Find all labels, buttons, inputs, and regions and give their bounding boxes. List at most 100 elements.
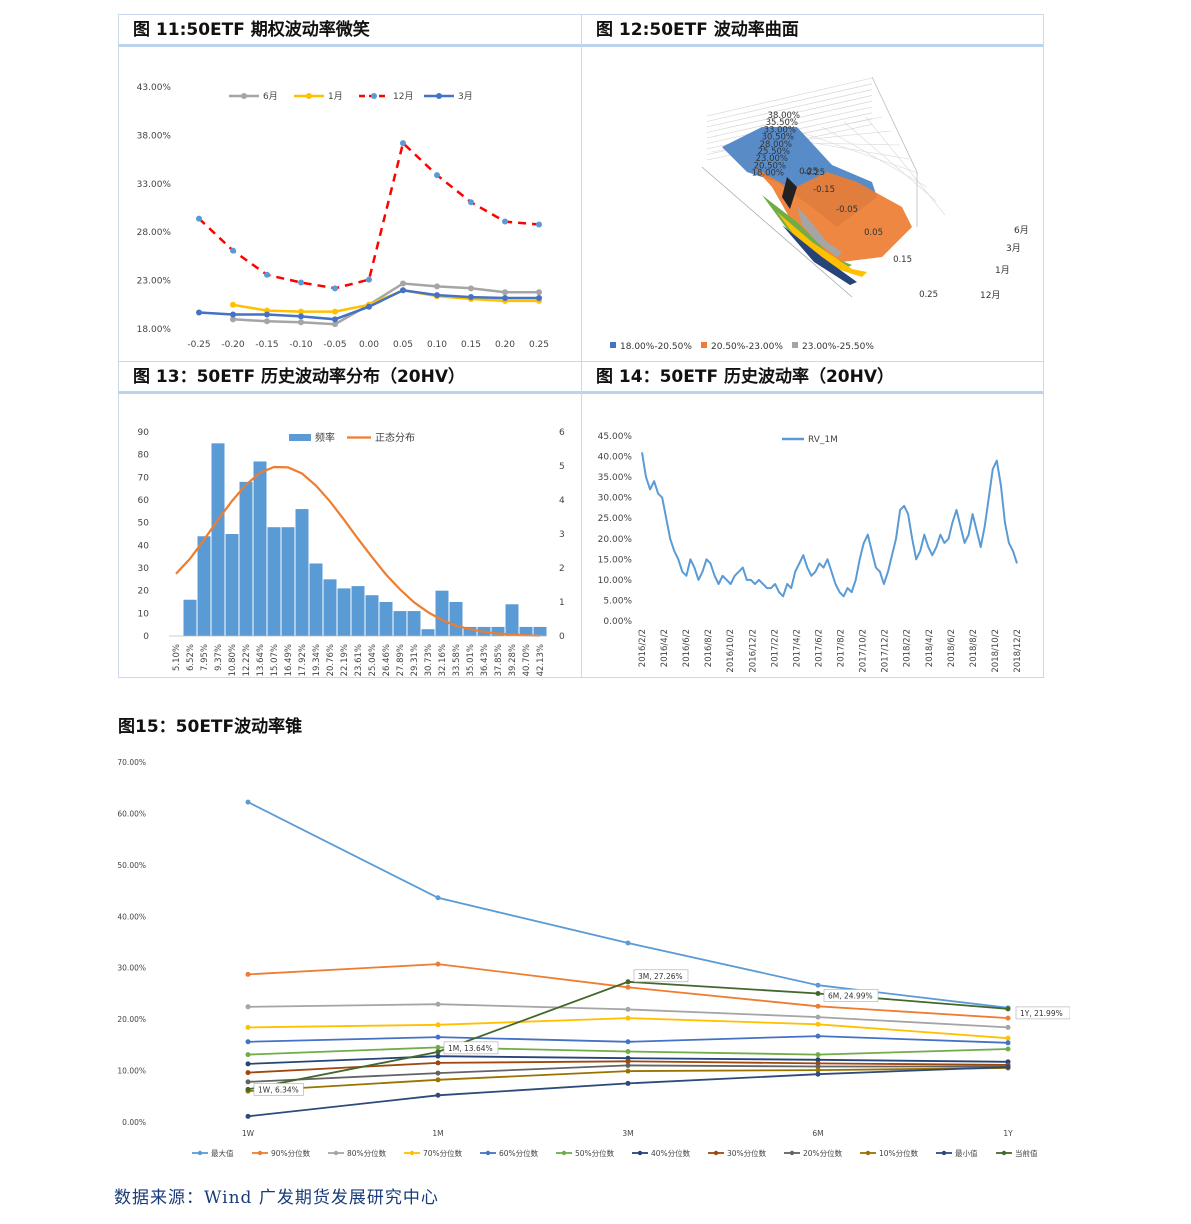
fig15-annotation-box: [443, 1041, 499, 1055]
fig14-x-tick: 2018/10/2: [991, 629, 1001, 673]
fig11-data-point: [264, 311, 270, 318]
fig13-chart: 0 10 20 30 40 50 60 70 80 90 0 1 2 3 4 5 6 5.10% 6.52% 7.95…: [138, 428, 565, 676]
fig15-legend-label: 最小值: [955, 1148, 978, 1158]
fig11-data-point: [502, 218, 508, 225]
fig12-surface-gray: [797, 207, 842, 257]
fig14-title: 图 14：50ETF 历史波动率（20HV）: [582, 362, 1043, 394]
fig15-data-point: [815, 1067, 821, 1073]
fig15-y-tick: 10.00%: [117, 1067, 146, 1076]
fig11-data-point: [502, 289, 508, 296]
fig14-y-tick: 10.00%: [598, 576, 633, 586]
fig13-legend-swatch-bars: [289, 434, 311, 441]
fig12-z-tick: 38.00%: [768, 111, 800, 121]
fig13-y-left-tick: 60: [138, 496, 150, 506]
fig12-z-tick: 33.00%: [764, 125, 796, 135]
fig15-data-point: [815, 1033, 821, 1039]
fig13-x-tick: 23.61%: [354, 644, 364, 676]
fig15-data-point: [245, 1113, 251, 1119]
fig15-data-point: [625, 979, 631, 985]
fig15-legend-label: 60%分位数: [499, 1148, 539, 1158]
fig12-grid-line: [706, 100, 873, 139]
fig12-grid-line: [706, 95, 873, 133]
fig14-panel: 图 14：50ETF 历史波动率（20HV） 0.00% 5.00% 10.00% 1…: [582, 362, 1043, 677]
fig15-legend-label: 20%分位数: [803, 1148, 843, 1158]
fig15-data-point: [435, 1092, 441, 1098]
fig13-y-left-tick: 20: [138, 587, 150, 597]
fig12-grid-line: [706, 83, 873, 122]
fig15-data-point: [245, 1070, 251, 1076]
fig12-z-tick-extra: 0.25: [799, 167, 818, 177]
fig12-z-tick: 25.50%: [758, 147, 790, 157]
fig14-x-tick: 2016/12/2: [748, 629, 758, 673]
fig13-y-left-tick: 80: [138, 451, 150, 461]
fig11-data-point: [468, 199, 474, 206]
fig13-bar: [323, 579, 337, 636]
fig13-bar: [351, 586, 365, 636]
fig11-data-point: [536, 221, 542, 228]
fig12-panel: 图 12:50ETF 波动率曲面 38.00% 35.50% 33.00% 30.50…: [582, 15, 1043, 361]
fig14-y-tick: 30.00%: [598, 494, 633, 504]
fig11-data-point: [366, 303, 372, 310]
fig11-legend-marker: [371, 93, 377, 99]
fig15-y-tick: 20.00%: [117, 1015, 146, 1024]
fig12-grid-line: [843, 121, 937, 202]
fig11-x-tick: -0.15: [255, 340, 278, 350]
fig11-data-point: [468, 285, 474, 292]
fig11-data-point: [230, 311, 236, 318]
fig15-legend-marker: [333, 1150, 339, 1156]
fig13-bar: [393, 611, 407, 636]
fig15-data-point: [245, 1061, 251, 1067]
fig11-data-point: [366, 276, 372, 283]
fig15-chart: 0.00% 10.00% 20.00% 30.00% 40.00% 50.00% 60.00…: [117, 758, 1070, 1158]
fig14-x-tick: 2017/8/2: [837, 629, 847, 667]
fig13-x-tick: 5.10%: [172, 644, 182, 671]
fig15-data-point: [625, 984, 631, 990]
fig15-data-point: [245, 1004, 251, 1010]
fig13-y-right-tick: 5: [559, 462, 565, 472]
fig13-y-left-tick: 50: [138, 519, 150, 529]
fig15-legend-marker: [637, 1150, 643, 1156]
fig15-data-point: [625, 1058, 631, 1064]
fig15-data-point: [815, 1071, 821, 1077]
fig15-annotation-label: 1M, 13.64%: [448, 1044, 493, 1053]
fig12-legend-label: 18.00%-20.50%: [620, 342, 692, 352]
fig14-y-tick: 15.00%: [598, 555, 633, 565]
fig15-data-point: [435, 1077, 441, 1083]
fig11-data-point: [298, 319, 304, 326]
fig14-y-tick: 45.00%: [598, 432, 633, 442]
fig14-x-tick: 2018/8/2: [969, 629, 979, 667]
fig13-x-tick: 7.95%: [200, 644, 210, 671]
fig11-data-point: [196, 215, 202, 222]
fig11-data-point: [434, 172, 440, 179]
fig13-bar: [365, 595, 379, 636]
fig15-annotation-label: 3M, 27.26%: [638, 972, 683, 981]
fig13-x-tick: 30.73%: [424, 644, 434, 676]
fig13-y-right-tick: 2: [559, 564, 565, 574]
fig11-x-tick: 0.20: [495, 340, 515, 350]
fig14-x-tick: 2018/2/2: [903, 629, 913, 667]
fig12-x-tick: 0.15: [893, 255, 912, 265]
fig14-y-tick: 25.00%: [598, 514, 633, 524]
fig11-x-tick: 0.00: [359, 340, 379, 350]
fig13-x-tick: 10.80%: [228, 644, 238, 676]
fig15-x-tick: 1W: [242, 1129, 255, 1138]
fig14-x-tick: 2016/10/2: [726, 629, 736, 673]
fig14-x-tick: 2016/4/2: [660, 629, 670, 667]
fig15-data-point: [1005, 1035, 1011, 1041]
fig13-y-right-tick: 0: [559, 632, 565, 642]
fig14-chart: 0.00% 5.00% 10.00% 15.00% 20.00% 25.00% 30.00%…: [598, 432, 1023, 673]
fig13-bar: [463, 626, 477, 636]
fig13-x-tick: 42.13%: [536, 644, 546, 676]
fig15-data-point: [245, 1052, 251, 1058]
fig12-surface-orange: [727, 149, 912, 262]
fig13-bar: [253, 461, 267, 636]
fig14-x-tick: 2018/4/2: [925, 629, 935, 667]
fig11-data-point: [298, 279, 304, 286]
fig15-data-point: [245, 971, 251, 977]
fig13-bar: [267, 527, 281, 636]
fig15-annotation-label: 6M, 24.99%: [828, 991, 873, 1000]
fig15-legend-marker: [1001, 1150, 1007, 1156]
fig15-data-point: [435, 1053, 441, 1059]
fig15-data-point: [815, 1003, 821, 1009]
fig12-grid-line: [706, 77, 873, 117]
